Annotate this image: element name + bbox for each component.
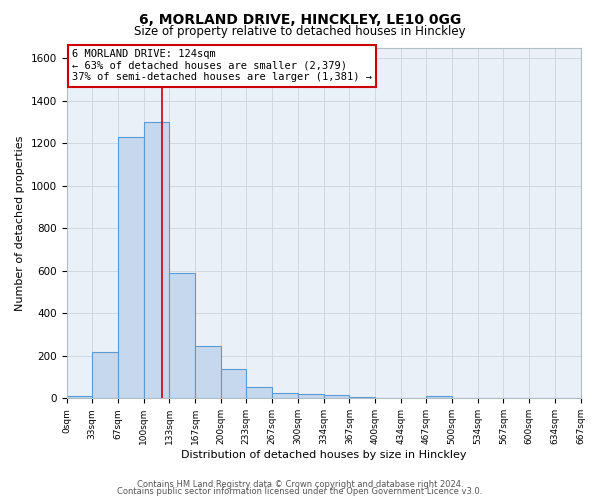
Bar — [427, 396, 452, 398]
Text: Size of property relative to detached houses in Hinckley: Size of property relative to detached ho… — [134, 25, 466, 38]
Bar — [272, 393, 298, 398]
Bar — [195, 346, 221, 399]
Bar — [324, 394, 349, 398]
Bar — [169, 273, 195, 398]
Bar — [246, 386, 272, 398]
Text: Contains public sector information licensed under the Open Government Licence v3: Contains public sector information licen… — [118, 487, 482, 496]
Bar — [67, 396, 92, 398]
Bar — [298, 394, 324, 398]
Text: Contains HM Land Registry data © Crown copyright and database right 2024.: Contains HM Land Registry data © Crown c… — [137, 480, 463, 489]
Bar — [221, 368, 246, 398]
X-axis label: Distribution of detached houses by size in Hinckley: Distribution of detached houses by size … — [181, 450, 466, 460]
Text: 6, MORLAND DRIVE, HINCKLEY, LE10 0GG: 6, MORLAND DRIVE, HINCKLEY, LE10 0GG — [139, 12, 461, 26]
Bar — [118, 137, 143, 398]
Y-axis label: Number of detached properties: Number of detached properties — [15, 135, 25, 310]
Text: 6 MORLAND DRIVE: 124sqm
← 63% of detached houses are smaller (2,379)
37% of semi: 6 MORLAND DRIVE: 124sqm ← 63% of detache… — [71, 50, 371, 82]
Bar — [143, 122, 169, 398]
Bar — [92, 352, 118, 399]
